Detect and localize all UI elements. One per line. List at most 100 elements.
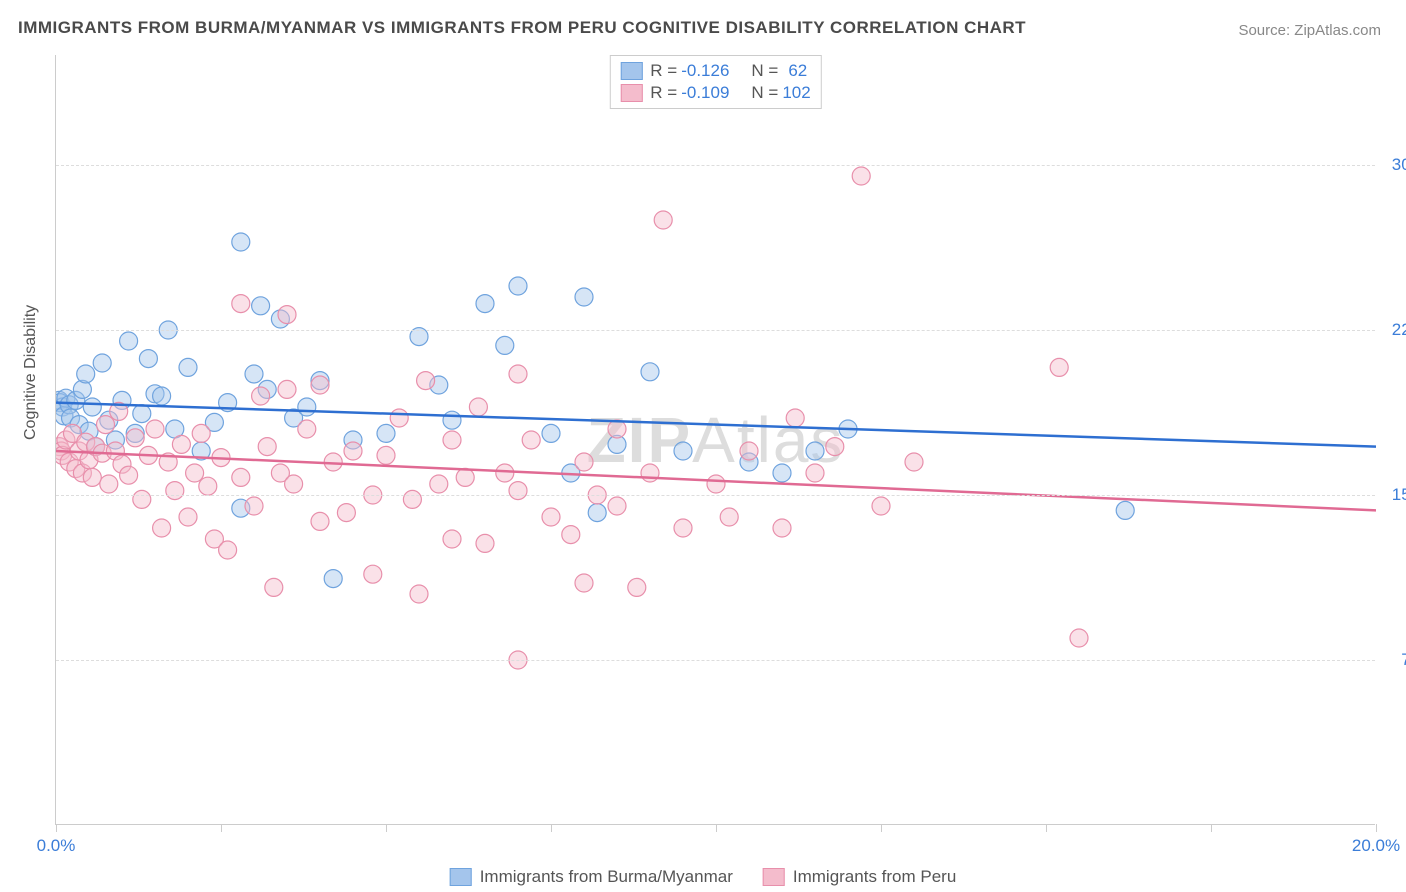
xtick (221, 824, 222, 832)
swatch-burma (620, 62, 642, 80)
gridline (56, 495, 1375, 496)
data-point-peru (522, 431, 540, 449)
data-point-peru (192, 424, 210, 442)
data-point-peru (430, 475, 448, 493)
data-point-peru (1050, 358, 1068, 376)
y-axis-label: Cognitive Disability (22, 305, 40, 440)
data-point-peru (443, 530, 461, 548)
stat-n-peru: N =102 (751, 83, 810, 103)
xtick-label: 20.0% (1352, 836, 1400, 856)
data-point-peru (509, 365, 527, 383)
data-point-burma (133, 405, 151, 423)
data-point-burma (298, 398, 316, 416)
xtick (1211, 824, 1212, 832)
data-point-peru (410, 585, 428, 603)
data-point-peru (608, 497, 626, 515)
data-point-peru (469, 398, 487, 416)
data-point-peru (344, 442, 362, 460)
ytick-label: 7.5% (1401, 650, 1406, 670)
swatch-peru-bottom (763, 868, 785, 886)
data-point-peru (166, 482, 184, 500)
xtick (716, 824, 717, 832)
data-point-peru (641, 464, 659, 482)
data-point-burma (443, 411, 461, 429)
data-point-peru (311, 376, 329, 394)
xtick (1046, 824, 1047, 832)
data-point-peru (443, 431, 461, 449)
data-point-peru (311, 512, 329, 530)
data-point-burma (153, 387, 171, 405)
data-point-peru (278, 380, 296, 398)
xtick-label: 0.0% (37, 836, 76, 856)
data-point-peru (83, 468, 101, 486)
data-point-burma (588, 504, 606, 522)
data-point-peru (252, 387, 270, 405)
data-point-peru (740, 442, 758, 460)
xtick (56, 824, 57, 832)
data-point-peru (826, 438, 844, 456)
swatch-peru (620, 84, 642, 102)
data-point-burma (1116, 501, 1134, 519)
data-point-peru (120, 466, 138, 484)
legend-bottom: Immigrants from Burma/Myanmar Immigrants… (450, 867, 957, 887)
data-point-peru (153, 519, 171, 537)
data-point-peru (133, 490, 151, 508)
data-point-burma (245, 365, 263, 383)
data-point-peru (265, 578, 283, 596)
data-point-peru (628, 578, 646, 596)
data-point-burma (179, 358, 197, 376)
data-point-burma (496, 336, 514, 354)
data-point-peru (575, 574, 593, 592)
swatch-burma-bottom (450, 868, 472, 886)
data-point-peru (97, 416, 115, 434)
data-point-peru (1070, 629, 1088, 647)
data-point-peru (575, 453, 593, 471)
data-point-peru (278, 306, 296, 324)
gridline (56, 165, 1375, 166)
data-point-burma (641, 363, 659, 381)
data-point-peru (773, 519, 791, 537)
data-point-peru (364, 565, 382, 583)
data-point-peru (806, 464, 824, 482)
ytick-label: 22.5% (1392, 320, 1406, 340)
data-point-burma (674, 442, 692, 460)
data-point-peru (186, 464, 204, 482)
data-point-burma (139, 350, 157, 368)
data-point-peru (146, 420, 164, 438)
data-point-burma (77, 365, 95, 383)
data-point-burma (120, 332, 138, 350)
plot-svg (56, 55, 1376, 825)
xtick (881, 824, 882, 832)
data-point-burma (252, 297, 270, 315)
ytick-label: 30.0% (1392, 155, 1406, 175)
data-point-peru (232, 295, 250, 313)
ytick-label: 15.0% (1392, 485, 1406, 505)
data-point-peru (905, 453, 923, 471)
legend-row-burma: R =-0.126 N =62 (620, 60, 810, 82)
xtick (1376, 824, 1377, 832)
data-point-peru (562, 526, 580, 544)
xtick (551, 824, 552, 832)
chart-title: IMMIGRANTS FROM BURMA/MYANMAR VS IMMIGRA… (18, 18, 1026, 38)
data-point-burma (773, 464, 791, 482)
data-point-burma (324, 570, 342, 588)
data-point-peru (172, 435, 190, 453)
data-point-peru (496, 464, 514, 482)
legend-item-burma: Immigrants from Burma/Myanmar (450, 867, 733, 887)
legend-row-peru: R =-0.109 N =102 (620, 82, 810, 104)
data-point-peru (456, 468, 474, 486)
data-point-peru (199, 477, 217, 495)
data-point-peru (258, 438, 276, 456)
data-point-peru (219, 541, 237, 559)
data-point-burma (93, 354, 111, 372)
data-point-peru (720, 508, 738, 526)
data-point-burma (377, 424, 395, 442)
source-label: Source: ZipAtlas.com (1238, 22, 1381, 39)
data-point-peru (654, 211, 672, 229)
legend-label-burma: Immigrants from Burma/Myanmar (480, 867, 733, 887)
stat-r-peru: R =-0.109 (650, 83, 729, 103)
data-point-peru (126, 429, 144, 447)
data-point-peru (298, 420, 316, 438)
data-point-burma (476, 295, 494, 313)
data-point-peru (786, 409, 804, 427)
